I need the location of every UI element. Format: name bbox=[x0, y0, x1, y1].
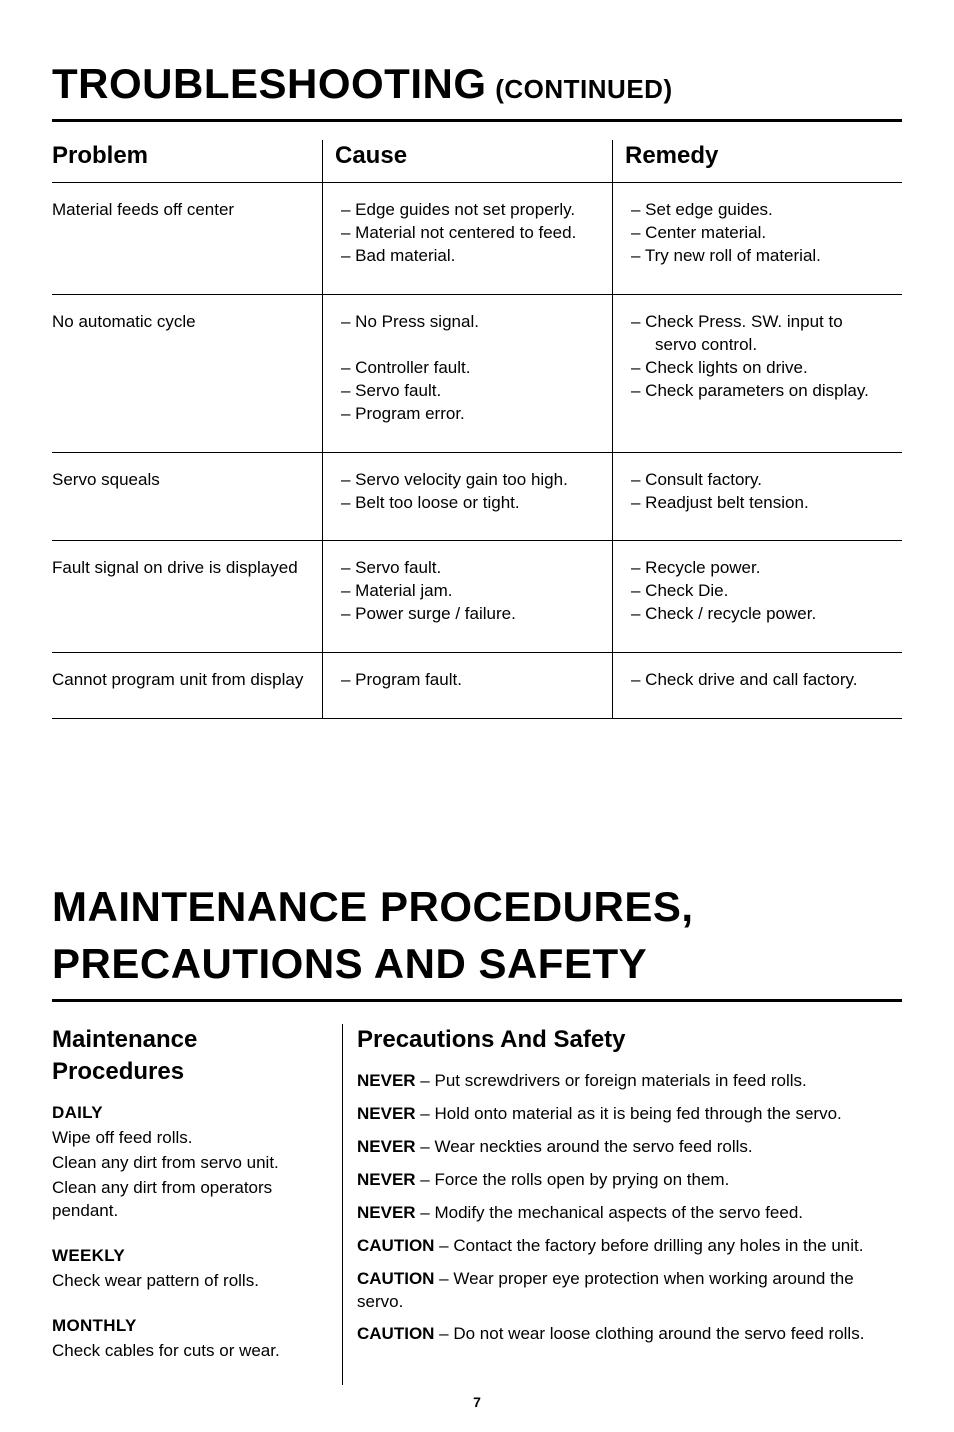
title-continued: (CONTINUED) bbox=[495, 74, 672, 104]
maintenance-block: WEEKLYCheck wear pattern of rolls. bbox=[52, 1245, 330, 1293]
title-main: TROUBLESHOOTING bbox=[52, 60, 487, 107]
safety-lead: NEVER bbox=[357, 1137, 416, 1156]
safety-lead: CAUTION bbox=[357, 1269, 434, 1288]
safety-line: NEVER – Put screwdrivers or foreign mate… bbox=[357, 1070, 902, 1093]
safety-text: – Hold onto material as it is being fed … bbox=[416, 1104, 842, 1123]
table-row: No automatic cycle bbox=[52, 295, 322, 453]
procedures-heading: Maintenance Procedures bbox=[52, 1024, 330, 1089]
safety-line: NEVER – Modify the mechanical aspects of… bbox=[357, 1202, 902, 1225]
cause-cell: – Servo velocity gain too high.– Belt to… bbox=[322, 453, 612, 542]
page-number: 7 bbox=[52, 1393, 902, 1412]
safety-text: – Force the rolls open by prying on them… bbox=[416, 1170, 730, 1189]
safety-line: NEVER – Hold onto material as it is bein… bbox=[357, 1103, 902, 1126]
safety-text: – Wear neckties around the servo feed ro… bbox=[416, 1137, 753, 1156]
safety-line: CAUTION – Contact the factory before dri… bbox=[357, 1235, 902, 1258]
maintenance-line: Check cables for cuts or wear. bbox=[52, 1340, 330, 1363]
safety-text: – Contact the factory before drilling an… bbox=[434, 1236, 863, 1255]
safety-line: CAUTION – Do not wear loose clothing aro… bbox=[357, 1323, 902, 1346]
maintenance-procedures-column: Maintenance Procedures DAILYWipe off fee… bbox=[52, 1024, 342, 1385]
table-header-problem: Problem bbox=[52, 140, 322, 183]
remedy-cell: – Check Press. SW. input toservo control… bbox=[612, 295, 902, 453]
safety-text: – Put screwdrivers or foreign materials … bbox=[416, 1071, 807, 1090]
safety-line: CAUTION – Wear proper eye protection whe… bbox=[357, 1268, 902, 1314]
maintenance-line: Wipe off feed rolls. bbox=[52, 1127, 330, 1150]
precautions-safety-column: Precautions And Safety NEVER – Put screw… bbox=[342, 1024, 902, 1385]
safety-line: NEVER – Wear neckties around the servo f… bbox=[357, 1136, 902, 1159]
remedy-cell: – Recycle power.– Check Die.– Check / re… bbox=[612, 541, 902, 653]
maintenance-block: DAILYWipe off feed rolls.Clean any dirt … bbox=[52, 1102, 330, 1223]
troubleshooting-table: ProblemCauseRemedy Material feeds off cen… bbox=[52, 140, 902, 720]
safety-lead: NEVER bbox=[357, 1203, 416, 1222]
safety-line: NEVER – Force the rolls open by prying o… bbox=[357, 1169, 902, 1192]
safety-lead: CAUTION bbox=[357, 1324, 434, 1343]
safety-text: – Do not wear loose clothing around the … bbox=[434, 1324, 864, 1343]
cause-cell: – No Press signal. – Controller fault.– … bbox=[322, 295, 612, 453]
table-header-cause: Cause bbox=[322, 140, 612, 183]
cause-cell: – Servo fault.– Material jam.– Power sur… bbox=[322, 541, 612, 653]
safety-lead: NEVER bbox=[357, 1071, 416, 1090]
safety-text: – Modify the mechanical aspects of the s… bbox=[416, 1203, 803, 1222]
section-title-troubleshooting: TROUBLESHOOTING (CONTINUED) bbox=[52, 56, 902, 122]
table-row: Servo squeals bbox=[52, 453, 322, 542]
cause-cell: – Program fault. bbox=[322, 653, 612, 719]
maintenance-label: DAILY bbox=[52, 1102, 330, 1125]
table-row: Fault signal on drive is displayed bbox=[52, 541, 322, 653]
safety-lead: NEVER bbox=[357, 1170, 416, 1189]
safety-lead: NEVER bbox=[357, 1104, 416, 1123]
safety-heading: Precautions And Safety bbox=[357, 1024, 902, 1056]
maintenance-label: MONTHLY bbox=[52, 1315, 330, 1338]
cause-cell: – Edge guides not set properly.– Materia… bbox=[322, 183, 612, 295]
table-row: Cannot program unit from display bbox=[52, 653, 322, 719]
maintenance-label: WEEKLY bbox=[52, 1245, 330, 1268]
remedy-cell: – Check drive and call factory. bbox=[612, 653, 902, 719]
section-title-maintenance: MAINTENANCE PROCEDURES, PRECAUTIONS AND … bbox=[52, 879, 902, 1001]
table-row: Material feeds off center bbox=[52, 183, 322, 295]
maintenance-columns: Maintenance Procedures DAILYWipe off fee… bbox=[52, 1024, 902, 1385]
table-header-remedy: Remedy bbox=[612, 140, 902, 183]
maintenance-line: Clean any dirt from servo unit. bbox=[52, 1152, 330, 1175]
maintenance-line: Clean any dirt from operators pendant. bbox=[52, 1177, 330, 1223]
remedy-cell: – Consult factory.– Readjust belt tensio… bbox=[612, 453, 902, 542]
maintenance-block: MONTHLYCheck cables for cuts or wear. bbox=[52, 1315, 330, 1363]
safety-lead: CAUTION bbox=[357, 1236, 434, 1255]
maintenance-line: Check wear pattern of rolls. bbox=[52, 1270, 330, 1293]
remedy-cell: – Set edge guides.– Center material.– Tr… bbox=[612, 183, 902, 295]
